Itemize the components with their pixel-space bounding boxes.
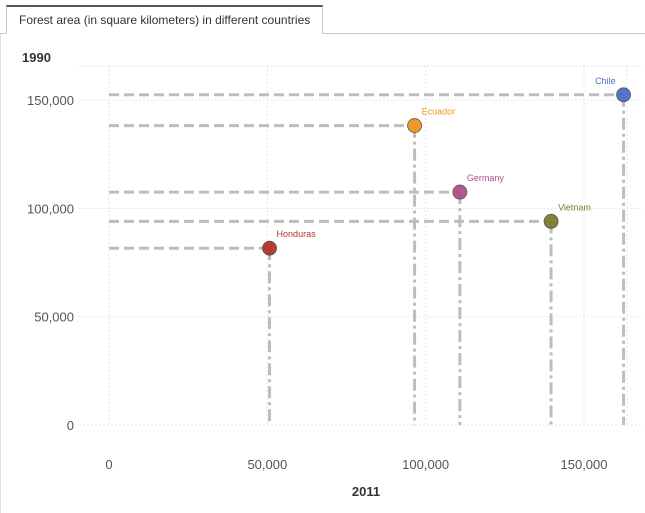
scatter-chart: 0 50,000 100,000 150,000 0 50,000 100,000 150,0… <box>27 65 643 472</box>
y-tick-label: 50,000 <box>34 310 74 325</box>
y-tick-label: 100,000 <box>27 201 74 216</box>
data-label: Ecuador <box>422 107 456 117</box>
data-point[interactable] <box>262 240 277 256</box>
data-label: Chile <box>595 76 616 86</box>
y-tick-label: 0 <box>67 418 74 433</box>
data-label: Germany <box>467 173 505 183</box>
x-tick-label: 100,000 <box>402 457 449 472</box>
y-tick-label: 150,000 <box>27 93 74 108</box>
tab-bar: Forest area (in square kilometers) in di… <box>0 0 645 34</box>
data-point[interactable] <box>543 213 559 229</box>
data-label: Honduras <box>277 229 317 239</box>
chart-area: 0 50,000 100,000 150,000 0 50,000 100,000 150,0… <box>0 34 645 513</box>
data-point[interactable] <box>616 87 631 103</box>
y-axis-label: 1990 <box>22 50 51 65</box>
x-tick-label: 50,000 <box>247 457 287 472</box>
x-axis-label: 2011 <box>351 484 381 499</box>
data-point[interactable] <box>452 184 468 200</box>
tab-chart-title[interactable]: Forest area (in square kilometers) in di… <box>6 5 324 34</box>
data-point[interactable] <box>407 118 422 133</box>
x-tick-label: 150,000 <box>561 457 608 472</box>
data-label: Vietnam <box>558 202 591 212</box>
x-tick-label: 0 <box>105 457 112 472</box>
